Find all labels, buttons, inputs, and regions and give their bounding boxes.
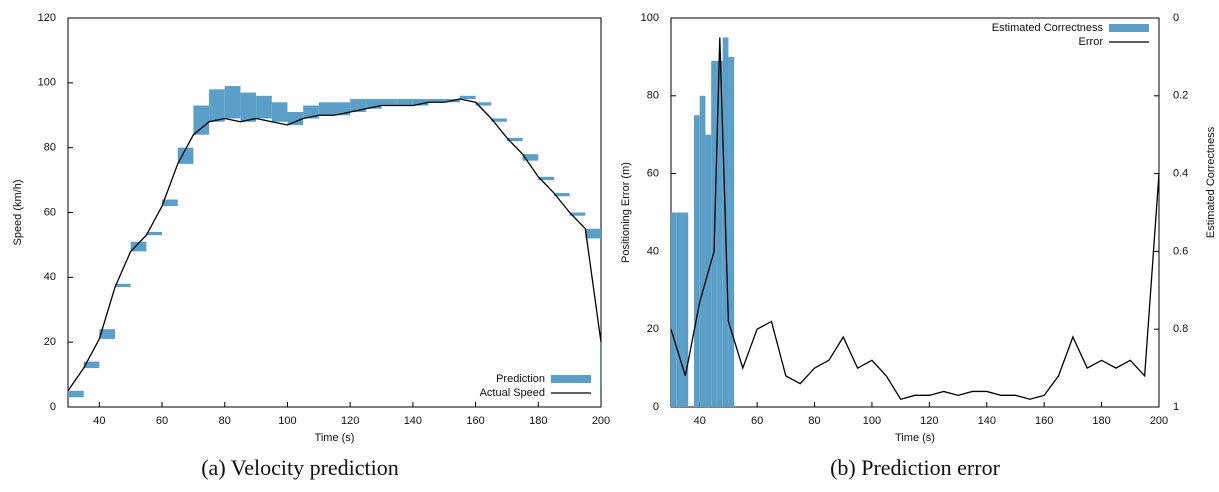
y-tick-label: 100 — [641, 12, 659, 24]
x-axis-label: Time (s) — [315, 432, 355, 444]
prediction-band — [350, 99, 366, 113]
y-tick-label: 80 — [647, 90, 659, 102]
bar — [699, 95, 706, 408]
prediction-band — [428, 99, 445, 103]
prediction-band — [209, 89, 225, 122]
prediction-band — [240, 92, 257, 122]
y-tick-label: 100 — [38, 77, 56, 89]
x-tick-label: 60 — [751, 415, 763, 427]
x-tick-label: 100 — [863, 415, 881, 427]
plot-frame — [670, 17, 1160, 408]
x-tick-label: 180 — [529, 415, 547, 427]
bar — [676, 212, 683, 407]
x-tick-label: 140 — [978, 415, 996, 427]
caption: (a) Velocity prediction — [201, 455, 399, 480]
y-tick-label: 20 — [647, 323, 659, 335]
prediction-band — [146, 231, 163, 236]
x-tick-label: 160 — [466, 415, 484, 427]
prediction-band — [459, 95, 476, 100]
prediction-band — [130, 241, 147, 252]
prediction-band — [334, 102, 351, 116]
y2-tick-label: 0.4 — [1173, 168, 1188, 180]
y-tick-label: 20 — [44, 336, 56, 348]
x-tick-label: 120 — [341, 415, 359, 427]
x-tick-label: 160 — [1035, 415, 1053, 427]
prediction-band — [287, 112, 304, 125]
prediction-band — [68, 390, 84, 398]
y2-tick-label: 0 — [1173, 12, 1179, 24]
y-tick-label: 40 — [44, 271, 56, 283]
legend-label: Error — [1079, 36, 1104, 48]
y-tick-label: 120 — [38, 12, 56, 24]
legend-label: Estimated Correctness — [992, 22, 1104, 34]
prediction-band — [412, 99, 429, 106]
legend-swatch — [1109, 24, 1149, 32]
x-tick-label: 200 — [592, 415, 610, 427]
prediction-band — [318, 102, 335, 116]
x-tick-label: 120 — [920, 415, 938, 427]
prediction-band — [177, 147, 194, 164]
x-tick-label: 80 — [219, 415, 231, 427]
x-tick-label: 40 — [93, 415, 105, 427]
bar — [693, 115, 700, 407]
x-tick-label: 40 — [694, 415, 706, 427]
y-axis-label: Speed (km/h) — [12, 179, 24, 245]
y-tick-label: 60 — [44, 206, 56, 218]
prediction-band — [506, 137, 523, 142]
y-tick-label: 0 — [50, 401, 56, 413]
y-tick-label: 80 — [44, 142, 56, 154]
prediction-band — [115, 283, 131, 288]
legend-swatch — [551, 375, 591, 383]
x-axis-label: Time (s) — [895, 432, 935, 444]
bar — [671, 212, 677, 407]
y2-axis-label: Estimated Correctness — [1205, 126, 1217, 238]
legend-label: Actual Speed — [480, 387, 545, 399]
prediction-band — [601, 342, 602, 388]
prediction-band — [99, 329, 116, 339]
prediction-band — [475, 102, 492, 106]
line — [670, 37, 1160, 400]
x-tick-label: 200 — [1150, 415, 1168, 427]
x-tick-label: 60 — [156, 415, 168, 427]
prediction-band — [381, 99, 398, 106]
prediction-band — [83, 361, 100, 369]
plot-frame — [67, 17, 602, 408]
bar — [728, 56, 735, 408]
prediction-band — [538, 176, 554, 181]
y-tick-label: 0 — [653, 401, 659, 413]
caption: (b) Prediction error — [830, 455, 1000, 480]
line — [67, 98, 602, 392]
prediction-band — [193, 105, 210, 135]
x-tick-label: 100 — [278, 415, 296, 427]
y2-tick-label: 0.6 — [1173, 245, 1188, 257]
prediction-band — [162, 199, 178, 207]
prediction-band — [522, 154, 539, 161]
y-tick-label: 60 — [647, 168, 659, 180]
y2-tick-label: 0.8 — [1173, 323, 1188, 335]
prediction-band — [397, 99, 413, 106]
prediction-band — [491, 118, 507, 122]
prediction-band — [569, 212, 586, 216]
prediction-band — [271, 102, 288, 122]
prediction-band — [256, 95, 272, 119]
x-tick-label: 180 — [1092, 415, 1110, 427]
prediction-band — [553, 193, 570, 197]
prediction-band — [365, 99, 382, 109]
prediction-band — [303, 105, 319, 119]
prediction-band — [224, 86, 241, 119]
y2-tick-label: 1 — [1173, 401, 1179, 413]
bar — [716, 60, 723, 407]
bar — [682, 212, 689, 407]
y2-tick-label: 0.2 — [1173, 90, 1188, 102]
y-axis-label: Positioning Error (m) — [620, 162, 632, 263]
x-tick-label: 140 — [404, 415, 422, 427]
legend-label: Prediction — [496, 373, 545, 385]
prediction-band — [585, 228, 601, 239]
y-tick-label: 40 — [647, 245, 659, 257]
x-tick-label: 80 — [808, 415, 820, 427]
